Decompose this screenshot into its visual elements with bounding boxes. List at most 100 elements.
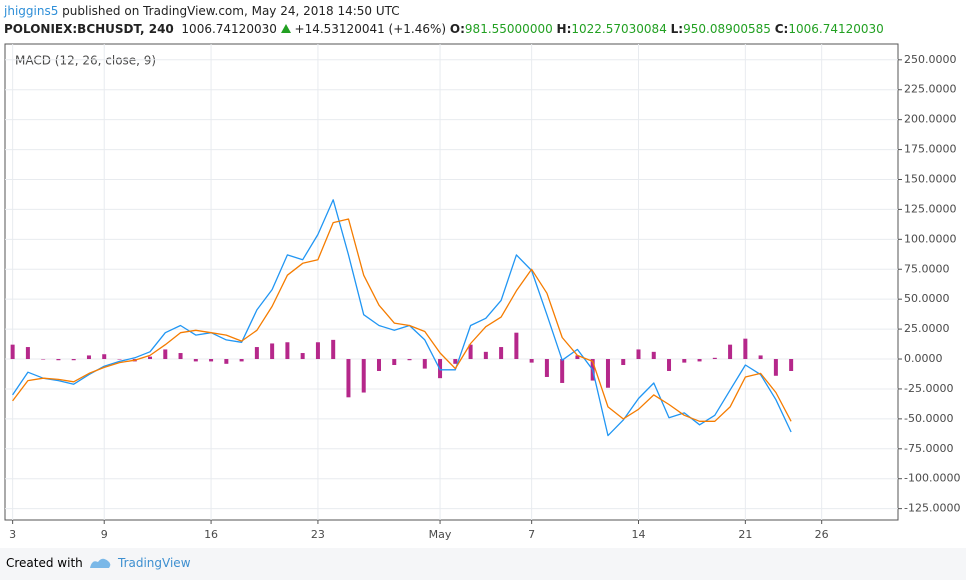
y-tick-label: -75.0000: [904, 442, 953, 455]
histogram-bar: [102, 354, 107, 360]
y-tick-label: 75.0000: [904, 262, 950, 275]
histogram-bar: [224, 359, 229, 364]
y-tick-label: 150.0000: [904, 172, 957, 185]
histogram-bar: [239, 359, 244, 362]
x-tick-label: 23: [311, 528, 325, 541]
x-tick-label: 26: [815, 528, 829, 541]
ohlc-label: H:: [556, 22, 572, 36]
y-tick-label: 200.0000: [904, 113, 957, 126]
histogram-bar: [621, 359, 626, 366]
histogram-bar: [56, 359, 61, 361]
x-tick-label: 14: [631, 528, 645, 541]
created-with: Created with: [6, 556, 83, 570]
histogram-bar: [712, 357, 717, 360]
ohlc-value: 950.08900585: [683, 22, 771, 36]
histogram-bar: [376, 359, 381, 371]
histogram-bar: [529, 359, 534, 363]
y-tick-label: 250.0000: [904, 53, 957, 66]
histogram-bar: [209, 359, 214, 362]
histogram-bar: [285, 342, 290, 360]
y-tick-label: 0.0000: [904, 352, 943, 365]
last-price: 1006.74120030: [181, 22, 277, 36]
y-tick-label: 25.0000: [904, 322, 950, 335]
histogram-bar: [148, 356, 153, 360]
histogram-bar: [300, 353, 305, 360]
histogram-bar: [270, 343, 275, 360]
chart: MACD (12, 26, close, 9) 250.0000 225.0000…: [4, 43, 960, 541]
histogram-bar: [682, 359, 687, 363]
y-tick-label: 225.0000: [904, 83, 957, 96]
histogram-bar: [254, 347, 259, 360]
line: [12, 218, 792, 422]
ohlc-label: L:: [670, 22, 684, 36]
ohlc-value: 1022.57030084: [571, 22, 667, 36]
published: published on TradingView.com, May 24, 20…: [62, 4, 400, 18]
ohlc-label: C:: [774, 22, 789, 36]
histogram-bar: [743, 338, 748, 360]
histogram-bar: [41, 359, 46, 360]
histogram-bar: [697, 359, 702, 362]
histogram-bar: [407, 359, 412, 361]
x-tick-label: May: [429, 528, 452, 541]
histogram-bar: [163, 349, 168, 360]
histogram-bar: [86, 355, 91, 360]
symbol: POLONIEX:BCHUSDT, 240: [4, 22, 174, 36]
histogram-bar: [71, 359, 76, 361]
y-tick-label: -50.0000: [904, 412, 953, 425]
histogram-bar: [331, 339, 336, 360]
histogram-bar: [468, 344, 473, 360]
histogram-bar: [514, 332, 519, 360]
histogram-bar: [575, 355, 580, 360]
plot-border: [4, 43, 899, 521]
histogram-bar: [346, 359, 351, 398]
y-tick-label: -100.0000: [904, 472, 960, 485]
histogram-bar: [605, 359, 610, 388]
histogram-bar: [636, 349, 641, 360]
publish-line: jhiggins5 published on TradingView.com, …: [4, 4, 400, 18]
histogram-bar: [728, 344, 733, 360]
histogram-bar: [651, 351, 656, 360]
author[interactable]: jhiggins5: [4, 4, 59, 18]
indicator-title: MACD (12, 26, close, 9): [15, 54, 156, 68]
line: [12, 199, 792, 437]
histogram-bar: [117, 359, 122, 360]
x-tick-label: 16: [204, 528, 218, 541]
up-arrow: [280, 24, 291, 33]
ohlc-label: O:: [449, 22, 465, 36]
histogram-bar: [499, 347, 504, 360]
histogram-bar: [193, 359, 198, 362]
y-tick-label: -25.0000: [904, 382, 953, 395]
ohlc-value: 981.55000000: [464, 22, 553, 36]
brand[interactable]: TradingView: [118, 556, 191, 570]
histogram-bar: [10, 344, 15, 360]
histogram-bar: [178, 353, 183, 360]
histogram-bar: [315, 342, 320, 360]
histogram-bar: [544, 359, 549, 377]
histogram-bar: [422, 359, 427, 369]
histogram-bar: [789, 359, 794, 371]
histogram-bar: [453, 359, 458, 364]
change: +14.53120041 (+1.46%): [294, 22, 447, 36]
histogram-bar: [667, 359, 672, 371]
x-tick-label: 9: [101, 528, 108, 541]
histogram-bar: [361, 359, 366, 393]
x-tick-label: 7: [528, 528, 535, 541]
y-tick-label: 175.0000: [904, 143, 957, 156]
histogram-bar: [758, 355, 763, 360]
symbol-line: POLONIEX:BCHUSDT, 240 1006.74120030 +14.…: [4, 22, 884, 36]
histogram-bar: [483, 351, 488, 360]
y-tick-label: -125.0000: [904, 502, 960, 515]
histogram-bar: [560, 359, 565, 383]
y-tick-label: 100.0000: [904, 232, 957, 245]
ohlc-value: 1006.74120030: [788, 22, 884, 36]
x-tick-label: 3: [9, 528, 16, 541]
histogram-bar: [392, 359, 397, 366]
y-tick-label: 125.0000: [904, 202, 957, 215]
brand-logo: [90, 558, 111, 568]
footer: Created with TradingView: [0, 548, 966, 580]
histogram-bar: [25, 347, 30, 360]
y-tick-label: 50.0000: [904, 292, 950, 305]
histogram-bar: [773, 359, 778, 376]
x-tick-label: 21: [738, 528, 752, 541]
